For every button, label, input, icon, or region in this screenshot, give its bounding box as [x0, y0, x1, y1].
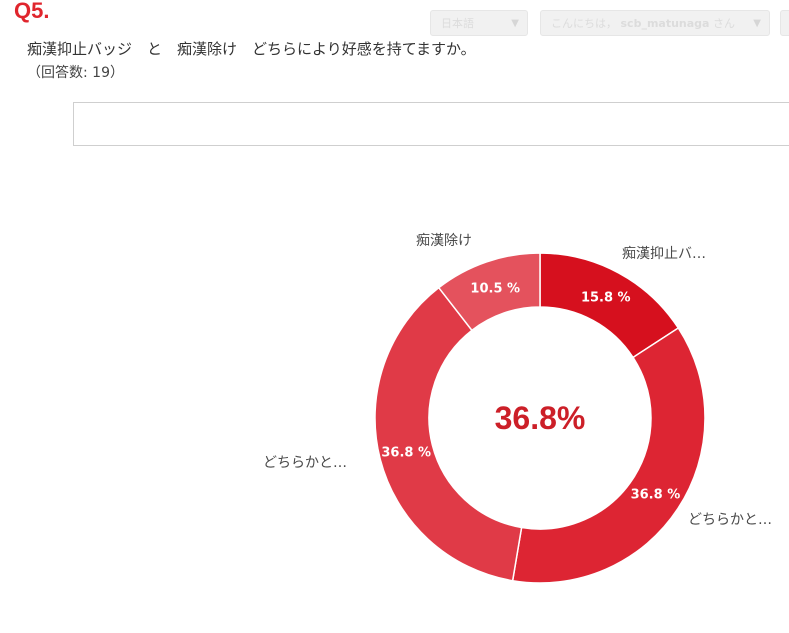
- user-name: scb_matunaga: [620, 17, 710, 30]
- greeting-text: こんにちは，: [551, 17, 617, 30]
- slice-rather-badge-value-label: 36.8 %: [631, 488, 681, 503]
- language-select[interactable]: 日本語 ▼: [430, 10, 528, 36]
- user-menu[interactable]: こんにちは， scb_matunaga さん ▼: [540, 10, 770, 36]
- question-text: 痴漢抑止バッジ と 痴漢除け どちらにより好感を持てますか。: [27, 40, 476, 58]
- slice-badge-value-label: 15.8 %: [581, 291, 631, 306]
- slice-rather-repel-value-label: 36.8 %: [381, 446, 431, 461]
- donut-center-value: 36.8%: [495, 400, 586, 436]
- language-select-value: 日本語: [441, 17, 474, 30]
- slice-rather-badge-category-label: どちらかと…: [688, 512, 772, 528]
- slice-repel-category-label: 痴漢除け: [416, 233, 472, 249]
- slice-rather-badge[interactable]: [511, 326, 706, 584]
- chevron-down-icon: ▼: [753, 18, 761, 29]
- filter-box[interactable]: [73, 102, 789, 146]
- slice-repel[interactable]: [437, 252, 541, 332]
- slice-rather-repel[interactable]: [374, 286, 523, 582]
- response-count: （回答数: 19）: [27, 65, 124, 81]
- top-bar: 日本語 ▼ こんにちは， scb_matunaga さん ▼: [0, 0, 789, 36]
- extra-menu[interactable]: [780, 10, 789, 36]
- slice-rather-repel-category-label: どちらかと…: [263, 455, 347, 471]
- greeting-suffix: さん: [712, 17, 735, 30]
- question-number: Q5.: [14, 0, 50, 23]
- chevron-down-icon: ▼: [511, 18, 519, 29]
- slice-badge-category-label: 痴漢抑止バ…: [622, 246, 706, 262]
- slice-repel-value-label: 10.5 %: [470, 281, 520, 296]
